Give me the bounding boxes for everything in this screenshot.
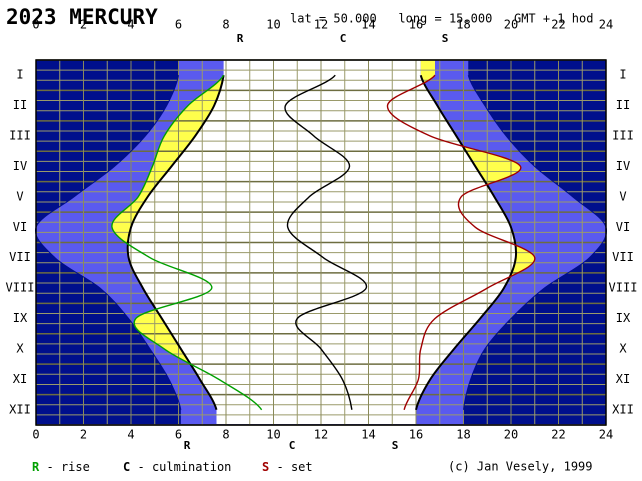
legend-text: set bbox=[291, 460, 313, 474]
x-tick-label: 10 bbox=[266, 18, 280, 32]
x-tick-label: 10 bbox=[266, 428, 280, 442]
sunset-line bbox=[415, 74, 518, 411]
y-tick-label: VIII bbox=[609, 281, 638, 295]
x-tick-label: 12 bbox=[314, 428, 328, 442]
x-tick-label: 16 bbox=[409, 18, 423, 32]
x-tick-label: 12 bbox=[314, 18, 328, 32]
x-tick-label: 20 bbox=[504, 18, 518, 32]
labels: 0022446688101012121414161618182020222224… bbox=[6, 18, 638, 453]
y-tick-label: X bbox=[619, 341, 627, 355]
y-tick-label: IV bbox=[616, 159, 630, 173]
series-letter: R bbox=[237, 32, 244, 45]
x-tick-label: 22 bbox=[551, 428, 565, 442]
y-tick-label: I bbox=[16, 68, 23, 82]
y-tick-label: V bbox=[16, 189, 23, 203]
y-tick-label: III bbox=[9, 129, 31, 143]
legend-separator: - bbox=[46, 460, 53, 474]
series-line bbox=[284, 74, 367, 410]
x-tick-label: 14 bbox=[361, 18, 375, 32]
location: lat = 50.000 long = 15.000 GMT + 1 hod bbox=[290, 12, 593, 26]
x-tick-label: 6 bbox=[175, 18, 182, 32]
legend-separator: - bbox=[276, 460, 283, 474]
series-letter: C bbox=[289, 439, 296, 452]
series-line bbox=[386, 74, 536, 410]
legend-set: S - set bbox=[262, 460, 313, 474]
series-letter: R bbox=[184, 439, 191, 452]
dusk-line bbox=[463, 75, 607, 410]
y-tick-label: XII bbox=[9, 402, 31, 416]
x-tick-label: 8 bbox=[222, 428, 229, 442]
copyright: (c) Jan Vesely, 1999 bbox=[448, 460, 593, 474]
x-tick-label: 24 bbox=[599, 18, 613, 32]
x-tick-label: 2 bbox=[80, 428, 87, 442]
x-tick-label: 16 bbox=[409, 428, 423, 442]
legend-text: rise bbox=[61, 460, 90, 474]
legend-letter: C bbox=[123, 460, 130, 474]
legend-letter: S bbox=[262, 460, 269, 474]
x-tick-label: 22 bbox=[551, 18, 565, 32]
plot-frame bbox=[35, 59, 607, 426]
series-letter: C bbox=[340, 32, 347, 45]
x-tick-label: 18 bbox=[456, 18, 470, 32]
sunrise-line bbox=[126, 75, 225, 411]
y-tick-label: IX bbox=[616, 311, 631, 325]
y-tick-label: VI bbox=[616, 220, 630, 234]
y-tick-label: XI bbox=[13, 372, 27, 386]
y-tick-label: V bbox=[619, 189, 626, 203]
legend-separator: - bbox=[137, 460, 144, 474]
x-tick-label: 18 bbox=[456, 428, 470, 442]
series-letter: S bbox=[442, 32, 449, 45]
x-tick-label: 6 bbox=[175, 428, 182, 442]
y-tick-label: IV bbox=[13, 159, 27, 173]
y-tick-label: VII bbox=[9, 250, 31, 264]
plot-area bbox=[34, 59, 607, 426]
legend-letter: R bbox=[32, 460, 40, 474]
x-tick-label: 2 bbox=[80, 18, 87, 32]
y-tick-label: XII bbox=[612, 402, 634, 416]
x-tick-label: 4 bbox=[127, 428, 134, 442]
series-line bbox=[111, 74, 263, 411]
chart-title: 2023 MERCURY bbox=[6, 5, 158, 29]
x-tick-label: 0 bbox=[32, 428, 39, 442]
x-tick-label: 14 bbox=[361, 428, 375, 442]
y-tick-label: IX bbox=[13, 311, 28, 325]
y-tick-label: I bbox=[619, 68, 626, 82]
y-tick-label: VIII bbox=[6, 281, 35, 295]
y-tick-label: III bbox=[612, 129, 634, 143]
y-tick-label: II bbox=[13, 98, 27, 112]
y-tick-label: VI bbox=[13, 220, 27, 234]
y-tick-label: II bbox=[616, 98, 630, 112]
series-letter: S bbox=[392, 439, 399, 452]
x-tick-label: 0 bbox=[32, 18, 39, 32]
y-tick-label: X bbox=[16, 341, 24, 355]
x-tick-label: 20 bbox=[504, 428, 518, 442]
legend-culmination: C - culmination bbox=[123, 460, 231, 474]
dawn-line bbox=[34, 75, 182, 410]
legend-rise: R - rise bbox=[32, 460, 90, 474]
x-tick-label: 4 bbox=[127, 18, 134, 32]
x-tick-label: 24 bbox=[599, 428, 613, 442]
y-tick-label: XI bbox=[616, 372, 630, 386]
y-tick-label: VII bbox=[612, 250, 634, 264]
legend-text: culmination bbox=[152, 460, 231, 474]
x-tick-label: 8 bbox=[222, 18, 229, 32]
